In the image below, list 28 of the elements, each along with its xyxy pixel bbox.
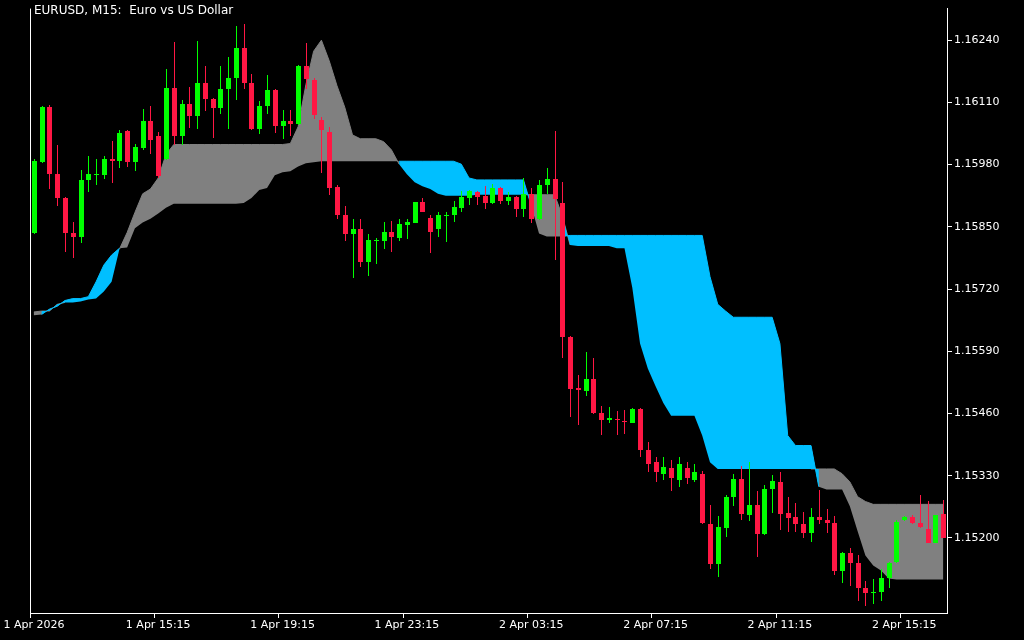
- y-tick-label: 1.15720: [954, 281, 1000, 295]
- candlestick: [871, 579, 876, 604]
- chart-title: EURUSD, M15: Euro vs US Dollar: [34, 3, 234, 17]
- x-tick-label: 1 Apr 19:15: [250, 618, 315, 632]
- x-tick-label: 2 Apr 03:15: [498, 618, 564, 632]
- candlestick: [444, 212, 449, 242]
- y-tick-label: 1.15590: [954, 344, 1000, 358]
- x-tick-label: 1 Apr 15:15: [125, 618, 191, 632]
- candlestick: [817, 490, 822, 524]
- x-tick-label: 1 Apr 2026: [3, 618, 65, 632]
- y-tick-label: 1.16240: [954, 33, 1000, 47]
- x-tick-label: 2 Apr 11:15: [747, 618, 813, 632]
- x-tick-label: 1 Apr 23:15: [374, 618, 440, 632]
- y-tick-label: 1.15850: [954, 219, 1000, 233]
- y-tick-label: 1.15330: [954, 468, 1000, 482]
- candlestick: [615, 411, 620, 435]
- candlestick: [374, 238, 379, 264]
- candlestick: [622, 410, 627, 434]
- candlestick: [576, 375, 581, 425]
- candlestick: [351, 219, 356, 278]
- y-tick-label: 1.15200: [954, 530, 1000, 544]
- x-tick-label: 2 Apr 07:15: [623, 618, 688, 632]
- candlestick: [110, 141, 115, 183]
- y-tick-label: 1.15460: [954, 406, 1000, 420]
- y-tick-label: 1.16110: [954, 95, 1000, 109]
- candlestick: [94, 159, 99, 185]
- y-tick-label: 1.15980: [954, 157, 1000, 171]
- x-tick-label: 2 Apr 15:15: [871, 618, 937, 632]
